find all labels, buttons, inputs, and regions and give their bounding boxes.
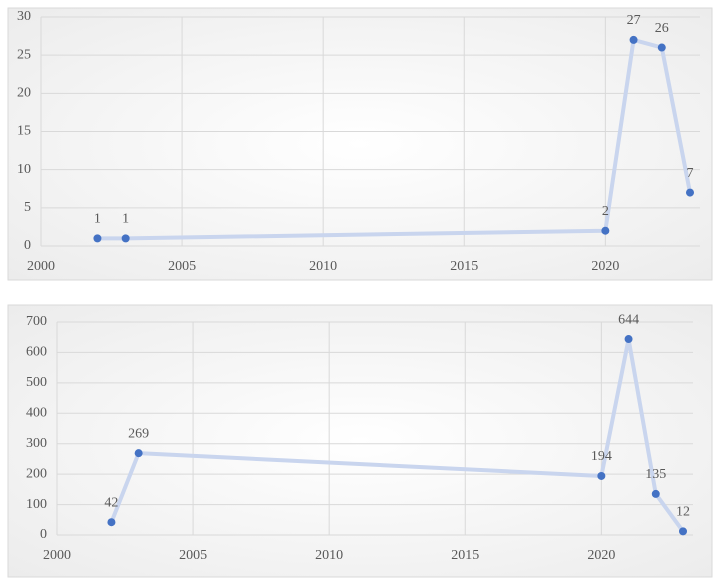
point bbox=[651, 489, 660, 498]
point bbox=[679, 527, 687, 536]
point bbox=[93, 234, 102, 243]
data-label: 27 bbox=[627, 13, 641, 28]
x-tick-label: 2010 bbox=[309, 259, 337, 274]
y-tick-label: 200 bbox=[26, 466, 47, 481]
data-label: 1 bbox=[122, 212, 129, 227]
x-tick-label: 2000 bbox=[27, 259, 55, 274]
y-tick-label: 500 bbox=[26, 375, 47, 390]
x-tick-label: 2005 bbox=[168, 259, 196, 274]
y-tick-label: 400 bbox=[26, 406, 47, 421]
y-tick-label: 20 bbox=[17, 86, 31, 101]
data-label: 2 bbox=[602, 204, 609, 219]
y-tick-label: 25 bbox=[17, 47, 31, 62]
y-tick-label: 5 bbox=[24, 200, 31, 215]
point bbox=[629, 35, 638, 44]
y-tick-label: 600 bbox=[26, 345, 47, 360]
data-label: 269 bbox=[128, 426, 149, 441]
y-tick-label: 700 bbox=[26, 314, 47, 329]
data-label: 12 bbox=[676, 505, 690, 520]
x-tick-label: 2015 bbox=[451, 548, 479, 563]
line bbox=[109, 337, 685, 533]
data-label: 26 bbox=[655, 21, 669, 36]
point bbox=[107, 518, 116, 527]
point bbox=[134, 449, 143, 458]
point bbox=[624, 335, 633, 344]
x-tick-label: 2020 bbox=[591, 259, 619, 274]
data-label: 135 bbox=[645, 467, 666, 482]
x-tick-label: 2010 bbox=[315, 548, 343, 563]
y-tick-label: 0 bbox=[24, 238, 31, 253]
point bbox=[657, 43, 666, 52]
point bbox=[601, 226, 610, 235]
data-label: 7 bbox=[687, 166, 694, 181]
point bbox=[686, 188, 694, 197]
line bbox=[97, 37, 692, 241]
y-tick-label: 10 bbox=[17, 162, 31, 177]
x-tick-label: 2020 bbox=[587, 548, 615, 563]
y-tick-label: 30 bbox=[17, 9, 31, 24]
data-label: 1 bbox=[94, 212, 101, 227]
point bbox=[597, 471, 606, 480]
y-tick-label: 100 bbox=[26, 497, 47, 512]
y-tick-label: 300 bbox=[26, 436, 47, 451]
data-label: 194 bbox=[591, 449, 612, 464]
chart-frame bbox=[7, 304, 713, 578]
data-label: 42 bbox=[104, 495, 118, 510]
point bbox=[121, 234, 130, 243]
y-tick-label: 0 bbox=[40, 527, 47, 542]
y-tick-label: 15 bbox=[17, 124, 31, 139]
x-tick-label: 2015 bbox=[450, 259, 478, 274]
x-tick-label: 2005 bbox=[179, 548, 207, 563]
x-tick-label: 2000 bbox=[43, 548, 71, 563]
data-label: 644 bbox=[618, 312, 639, 327]
